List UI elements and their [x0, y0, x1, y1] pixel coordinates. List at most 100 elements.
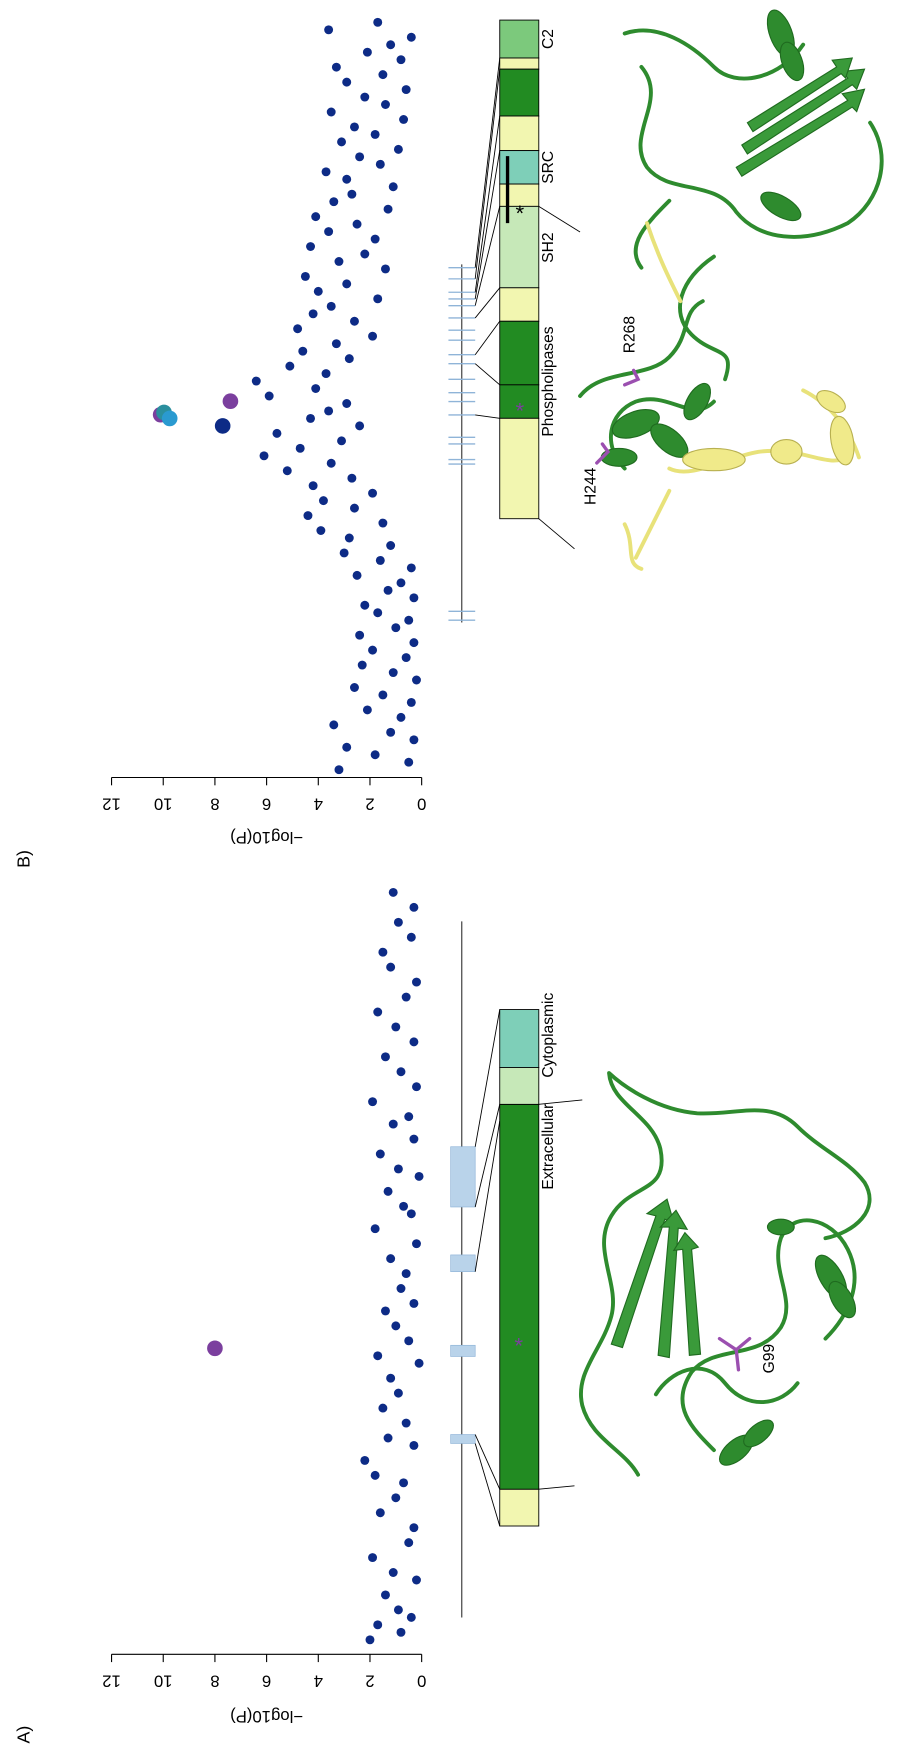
data-point: [375, 159, 385, 169]
data-point: [399, 115, 409, 124]
data-point: [409, 1441, 419, 1450]
data-point: [324, 25, 334, 35]
data-point: [303, 511, 313, 521]
axis-title: −log10(P): [230, 1707, 303, 1726]
data-point: [360, 92, 370, 102]
data-point: [342, 77, 352, 87]
domain-label: Phospholipases: [540, 326, 557, 436]
data-point: [412, 675, 421, 685]
data-point: [383, 1186, 393, 1196]
y-tick-label: 6: [262, 795, 271, 814]
feature-star: *: [515, 201, 524, 226]
data-point: [342, 399, 352, 408]
data-point: [378, 947, 388, 957]
data-point: [365, 1635, 375, 1645]
data-point: [386, 40, 396, 50]
data-point: [409, 1037, 419, 1047]
data-point: [352, 570, 362, 580]
data-point: [300, 271, 310, 281]
data-point: [386, 727, 396, 737]
data-point: [381, 264, 390, 274]
data-point: [401, 1418, 411, 1428]
data-point: [386, 1373, 396, 1383]
data-point: [401, 653, 411, 663]
data-point: [350, 316, 359, 326]
data-point: [370, 129, 380, 139]
axis-title: −log10(P): [230, 828, 303, 847]
data-point: [393, 1605, 403, 1615]
data-point: [391, 1493, 401, 1503]
highlight-point: [161, 410, 178, 427]
y-tick-label: 0: [417, 795, 426, 814]
data-point: [350, 122, 359, 132]
data-point: [409, 902, 419, 912]
data-point: [344, 533, 354, 543]
data-point: [388, 887, 398, 897]
data-point: [409, 593, 419, 603]
y-tick-label: 4: [314, 795, 323, 814]
connectors: [474, 1009, 583, 1527]
data-point: [350, 503, 359, 513]
y-tick-label: 0: [417, 1672, 426, 1691]
data-point: [321, 167, 331, 177]
residue-label: R268: [621, 316, 638, 353]
data-point: [306, 242, 315, 251]
data-point: [344, 354, 354, 364]
data-point: [342, 742, 352, 752]
protein-structure: [578, 9, 884, 571]
data-point: [399, 1478, 409, 1488]
data-point: [396, 578, 406, 588]
data-point: [406, 32, 416, 42]
data-point: [378, 690, 388, 700]
y-tick-label: 8: [210, 1672, 219, 1691]
data-point: [414, 1358, 424, 1368]
y-tick-label: 6: [262, 1672, 271, 1691]
data-point: [298, 346, 308, 356]
connectors: [474, 57, 581, 550]
data-point: [264, 391, 274, 401]
data-point: [324, 406, 334, 416]
data-point: [412, 977, 421, 987]
highlight-point: [222, 393, 239, 410]
data-point: [396, 55, 406, 65]
data-point: [370, 234, 380, 244]
data-point: [404, 757, 414, 767]
data-point: [360, 600, 370, 610]
residue-label: G99: [761, 1344, 778, 1374]
domain-label: SH2: [540, 232, 557, 262]
data-point: [401, 992, 411, 1002]
y-tick-label: 10: [154, 1672, 173, 1691]
data-point: [373, 1351, 383, 1361]
data-point: [378, 518, 388, 528]
data-point: [381, 1590, 390, 1600]
exon: [450, 1434, 476, 1444]
data-point: [368, 1097, 378, 1107]
exon: [450, 1344, 476, 1357]
data-point: [368, 1553, 378, 1563]
data-point: [329, 197, 339, 207]
data-point: [412, 1239, 421, 1249]
data-point: [337, 436, 347, 446]
data-point: [293, 324, 303, 334]
data-point: [352, 219, 362, 229]
data-point: [388, 668, 398, 677]
data-point: [396, 712, 406, 722]
data-point: [355, 630, 365, 640]
exon: [450, 1254, 476, 1273]
y-tick-label: 2: [365, 1672, 374, 1691]
data-point: [308, 309, 318, 319]
data-point: [393, 917, 403, 927]
figure-body: * Extracellular Cytoplasmic G99: [13, 9, 884, 1744]
highlight-point: [214, 418, 231, 434]
data-point: [362, 705, 372, 715]
highlight-point: [207, 1340, 223, 1357]
y-tick-label: 2: [365, 795, 374, 814]
data-point: [399, 1201, 409, 1211]
data-point: [282, 466, 292, 476]
data-point: [373, 608, 383, 618]
data-point: [393, 1388, 403, 1398]
panel-label: B): [13, 850, 33, 868]
data-point: [404, 1336, 414, 1346]
data-point: [378, 70, 388, 80]
data-point: [383, 585, 393, 595]
